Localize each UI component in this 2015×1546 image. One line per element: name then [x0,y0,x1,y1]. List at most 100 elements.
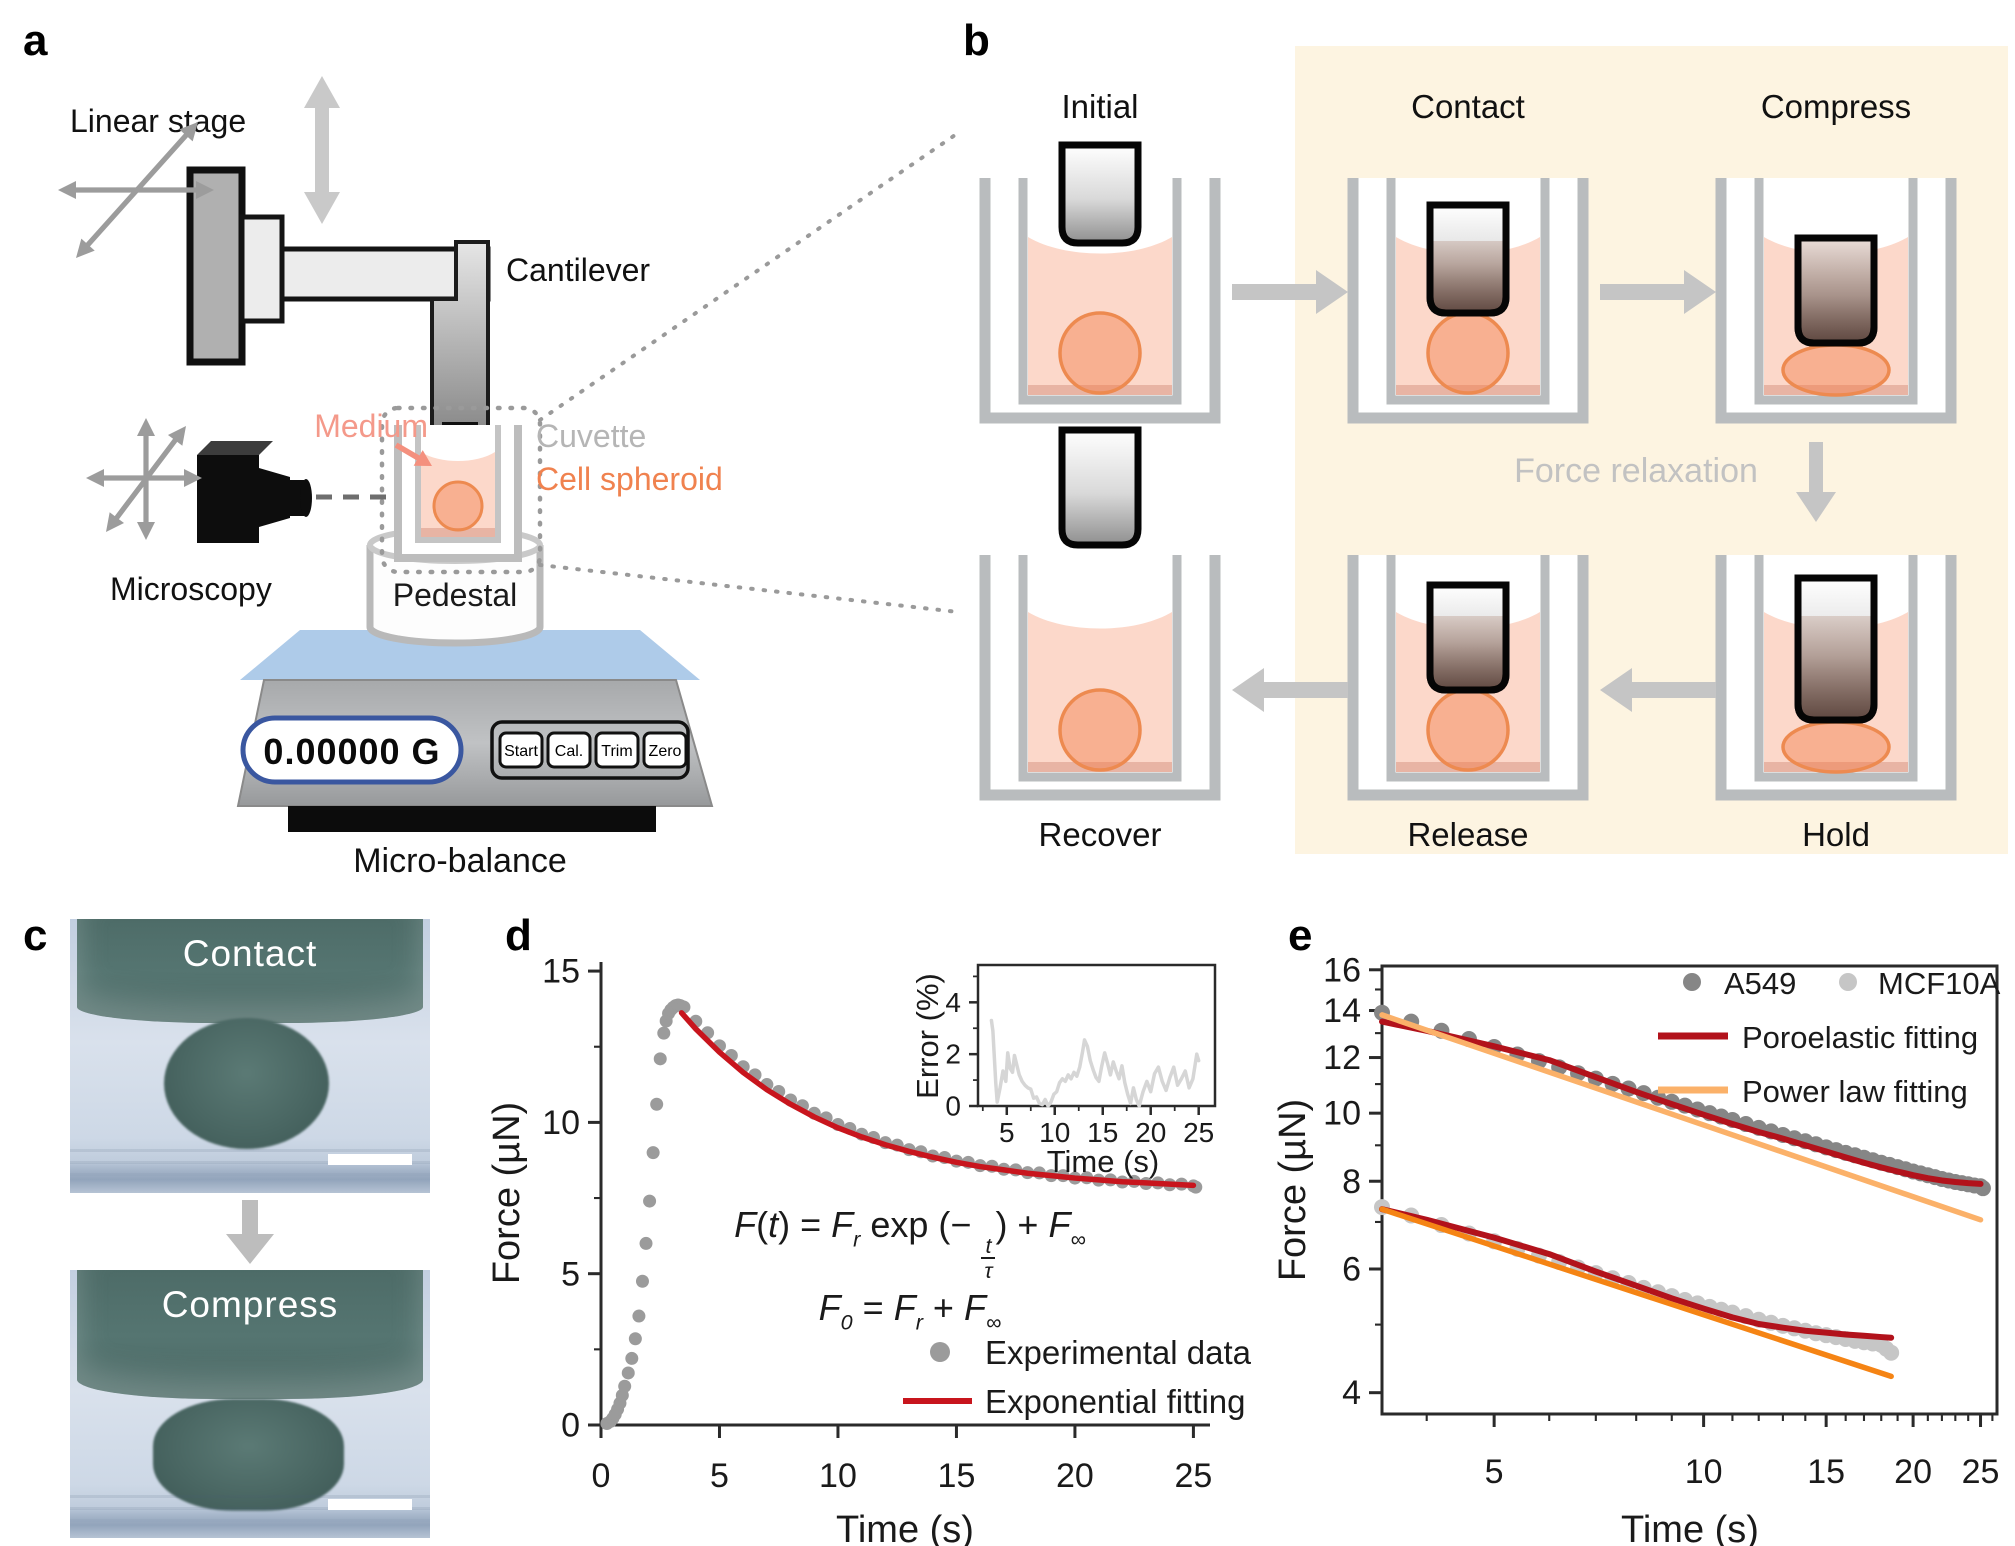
e-yaxis-title: Force (µN) [1272,1099,1314,1281]
zoom-outline-box [379,405,543,575]
medium-liquid [421,452,495,537]
svg-text:10: 10 [1323,1095,1361,1133]
series-mcf10a-power-law-fitting [1379,1206,1894,1380]
cell-spheroid [1058,688,1142,772]
micro-balance-label: Micro-balance [353,842,567,880]
zoom-connector-bottom [538,563,960,614]
cuvette-floor [421,528,495,537]
stage-compress [1715,178,1957,424]
start-button[interactable] [498,731,544,769]
medium-label: Medium [314,408,428,444]
svg-text:15: 15 [542,953,580,991]
trim-button[interactable] [594,731,640,769]
balance-buttons: Start Cal. Trim Zero [498,731,688,769]
micrograph-contact-label: Contact [182,933,318,974]
e-xaxis-title: Time (s) [1621,1509,1759,1546]
svg-text:10: 10 [542,1104,580,1142]
series-a549-poroelastic-fitting [1379,1018,1984,1187]
d-yaxis-title: Force (µN) [486,1102,528,1284]
stage-label-contact: Contact [1411,88,1525,125]
flow-arrow-compress-to-hold [1796,442,1836,522]
svg-text:6: 6 [1342,1251,1361,1289]
panel-a-setup-diagram: a Pedestal 0.00000 G [23,16,960,880]
flow-arrow-initial-to-contact [1232,270,1348,314]
panel-e-letter: e [1288,911,1312,960]
stage-label-initial: Initial [1061,88,1138,125]
camera-body [197,455,259,543]
d-legend-data-label: Experimental data [985,1334,1252,1371]
cuvette-floor-band [1764,762,1908,772]
svg-text:8: 8 [1342,1163,1361,1201]
stage-hold [1715,555,1957,801]
formula-line-1: F(t) = Fr exp (− t τ) + F∞ [734,1204,1086,1284]
series-mcf10a [1374,1199,1900,1361]
cuvette-label: Cuvette [536,418,646,454]
ticks-and-labels: 5 10 15 20 25 0 2 4 [945,975,1214,1148]
medium-liquid [1028,237,1172,395]
cell-spheroid [1781,720,1891,774]
svg-text:20: 20 [1135,1117,1166,1148]
series-mcf10a-poroelastic-fitting [1379,1206,1895,1341]
force-relaxation-label: Force relaxation [1514,452,1758,490]
stage-recover [979,426,1221,801]
micrograph-probe [77,919,423,1024]
svg-text:15: 15 [1807,1453,1845,1491]
stage-label-compress: Compress [1761,88,1911,125]
cuvette-floor-band [1396,762,1540,772]
svg-text:20: 20 [1894,1453,1932,1491]
d-legend: Experimental data Exponential fitting [903,1334,1252,1420]
panel-c-micrographs: c [23,911,274,1264]
camera-top-face [197,441,273,455]
cuvette-inner-wall [1754,555,1918,782]
svg-text:4: 4 [945,987,961,1018]
d-inset-xaxis-title: Time (s) [1047,1144,1160,1179]
series-a549-power-law-fitting [1379,1012,1984,1223]
stage-initial [979,141,1221,424]
cal-button[interactable] [546,731,592,769]
balance-display-value: 0.00000 G [263,731,440,772]
e-legend-a549-swatch [1683,973,1701,991]
cell-spheroid [1426,311,1510,395]
flow-arrow-hold-to-release [1600,668,1716,712]
cuvette-inner-wall [1386,178,1550,405]
svg-text:0: 0 [945,1091,961,1122]
camera-lens-barrel [290,480,304,516]
panel-d-relaxation-chart: d 0 5 10 15 20 25 0 5 10 15 5 10 15 20 25 0 2 4 Time (s)… [486,911,1252,1546]
double-arrow [76,122,198,258]
balance-platform [240,630,700,680]
d-inset-yaxis-title: Error (%) [910,973,945,1099]
cell-spheroid [1426,688,1510,772]
cuvette-inner-wall [1754,178,1918,405]
svg-text:25: 25 [1962,1453,2000,1491]
stage-contact [1347,178,1589,424]
cantilever-label: Cantilever [506,252,650,288]
micrograph-spheroid [163,1017,330,1150]
svg-text:10: 10 [819,1457,857,1495]
cell-spheroid [1781,343,1891,397]
error-inset-plot: 5 10 15 20 25 0 2 4 [945,963,1217,1148]
micrograph-compress-label: Compress [161,1284,339,1325]
micrograph-floor [70,1508,430,1538]
cal-button-label: Cal. [555,743,583,760]
scale-bar [328,1499,412,1510]
cantilever-arm [279,246,491,302]
cell-spheroid [1058,311,1142,395]
double-arrow [106,426,186,532]
svg-text:5: 5 [561,1255,580,1293]
svg-text:0: 0 [561,1407,580,1445]
micrograph-probe [77,1270,423,1399]
zero-button[interactable] [642,731,688,769]
camera-lens-front [300,479,312,517]
e-legend-mcf10a-label: MCF10A [1878,966,2001,1001]
trim-button-label: Trim [601,743,632,760]
panel-a-letter: a [23,16,48,65]
probe-submerged-tint [1430,241,1506,313]
svg-text:4: 4 [1342,1374,1361,1412]
cuvette-floor-band [1396,385,1540,395]
exponential-fit-formula: F(t) = Fr exp (− t τ) + F∞ F0 = Fr + F∞ [640,1200,1180,1338]
cuvette-floor-band [1028,385,1172,395]
balance-button-panel [490,720,690,780]
probe-submerged-tint [1798,616,1874,720]
